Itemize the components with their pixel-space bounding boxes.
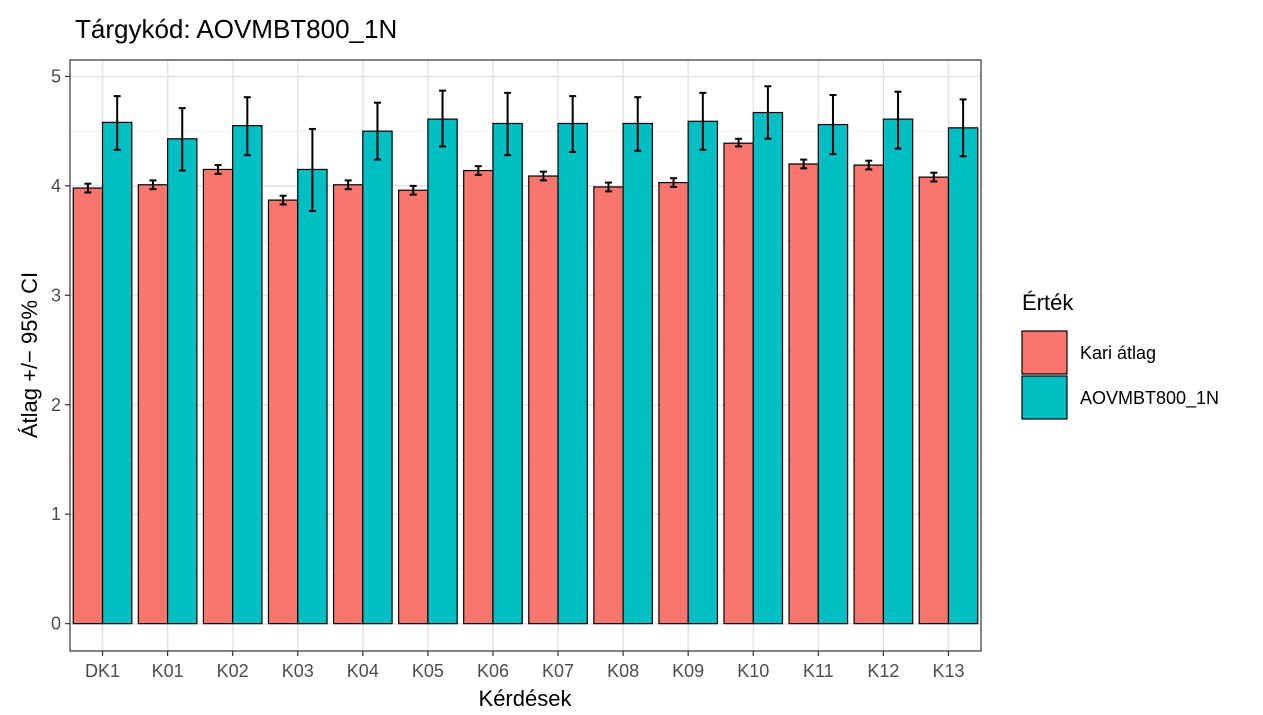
x-tick-label: K10 (737, 661, 769, 681)
bar-K11-series-2 (817, 123, 849, 625)
errorbar-K01-series-2 (178, 107, 186, 172)
legend-items: Kari átlag AOVMBT800_1N (1021, 330, 1219, 420)
error-bars (84, 85, 967, 213)
plot-border (69, 59, 982, 652)
bar-K04-series-1 (332, 184, 364, 625)
y-tick-label: 3 (51, 285, 61, 305)
errorbar-K02-series-2 (243, 96, 251, 157)
bar-K02-series-1 (202, 168, 234, 625)
bar-K05-series-1 (398, 189, 429, 625)
errorbar-K13-series-1 (930, 171, 938, 183)
errorbar-K07-series-1 (539, 170, 547, 182)
bar-K10-series-1 (723, 142, 754, 625)
errorbar-K09-series-2 (699, 91, 707, 151)
bar-DK1-series-1 (72, 187, 104, 625)
bar-K09-series-2 (687, 120, 719, 625)
legend-swatch (1021, 375, 1068, 420)
bar-K07-series-2 (557, 122, 588, 625)
legend-item-1: Kari átlag (1021, 330, 1156, 375)
x-tick-label: DK1 (85, 661, 120, 681)
errorbar-K03-series-2 (308, 127, 316, 213)
x-tick-label: K09 (672, 661, 704, 681)
errorbar-K07-series-2 (569, 95, 577, 153)
bar-K06-series-1 (463, 169, 494, 625)
bar-DK1-series-2 (101, 121, 133, 625)
errorbar-K08-series-1 (604, 181, 612, 193)
y-tick-label: 0 (51, 614, 61, 634)
bar-K08-series-1 (593, 186, 624, 625)
errorbar-K11-series-2 (829, 94, 837, 156)
errorbar-K04-series-2 (373, 101, 381, 161)
legend-title: Érték (1022, 290, 1074, 315)
bar-K03-series-1 (267, 199, 299, 625)
errorbar-K13-series-2 (959, 98, 967, 158)
bars (72, 111, 979, 625)
y-axis-title: Átlag +/− 95% CI (17, 272, 42, 438)
errorbar-K09-series-1 (670, 177, 678, 188)
bar-K13-series-1 (918, 176, 950, 625)
errorbar-K04-series-1 (344, 179, 352, 191)
errorbar-DK1-series-1 (84, 182, 92, 194)
bar-K01-series-2 (167, 138, 198, 625)
x-tick-label: K13 (932, 661, 964, 681)
x-tick-label: K07 (542, 661, 574, 681)
x-tick-label: K03 (282, 661, 314, 681)
bar-K06-series-2 (492, 122, 523, 625)
y-tick-label: 1 (51, 504, 61, 524)
bar-K12-series-2 (882, 118, 914, 625)
errorbar-K05-series-2 (439, 89, 447, 148)
bar-K10-series-2 (752, 111, 784, 625)
bar-K05-series-2 (427, 118, 458, 625)
chart-title: Tárgykód: AOVMBT800_1N (75, 14, 397, 44)
x-tick-label: K04 (347, 661, 379, 681)
bar-K11-series-1 (788, 163, 819, 625)
errorbar-K02-series-1 (214, 164, 222, 175)
x-tick-label: K08 (607, 661, 639, 681)
y-tick-label: 2 (51, 395, 61, 415)
x-tick-label: K05 (412, 661, 444, 681)
bar-K09-series-1 (658, 181, 689, 625)
bar-K04-series-2 (362, 130, 393, 625)
bar-K03-series-2 (297, 168, 328, 625)
bar-K01-series-1 (137, 184, 169, 625)
bar-K07-series-1 (528, 175, 559, 625)
x-tick-label: K01 (152, 661, 184, 681)
errorbar-K12-series-2 (894, 90, 902, 150)
y-tick-label: 5 (51, 66, 61, 86)
errorbar-K03-series-1 (279, 194, 287, 206)
errorbar-DK1-series-2 (113, 95, 121, 151)
x-tick-label: K11 (803, 661, 834, 681)
bar-K12-series-1 (853, 164, 884, 625)
x-tick-label: K06 (477, 661, 509, 681)
x-axis-title: Kérdések (479, 686, 573, 711)
legend-label: Kari átlag (1080, 343, 1156, 363)
errorbar-K10-series-1 (735, 137, 743, 148)
errorbar-K10-series-2 (764, 85, 772, 140)
errorbar-K08-series-2 (634, 96, 642, 152)
y-axis-ticks: 0 1 2 3 4 5 (51, 66, 70, 634)
bar-K08-series-2 (622, 122, 653, 625)
y-tick-label: 4 (51, 176, 61, 196)
legend: Érték Kari átlag AOVMBT800_1N (1021, 290, 1219, 420)
legend-item-2: AOVMBT800_1N (1021, 375, 1219, 420)
errorbar-K06-series-1 (474, 165, 482, 176)
x-axis-ticks: DK1 K01 K02 K03 K04 K05 K06 K07 K08 K09 K10 K11 K12 K… (85, 651, 964, 681)
x-tick-label: K12 (867, 661, 899, 681)
bar-K13-series-2 (947, 127, 979, 625)
errorbar-K01-series-1 (149, 179, 157, 191)
errorbar-K12-series-1 (865, 159, 873, 171)
errorbar-K06-series-2 (504, 91, 512, 157)
errorbar-K05-series-1 (409, 184, 417, 196)
x-tick-label: K02 (217, 661, 249, 681)
legend-label: AOVMBT800_1N (1080, 388, 1219, 409)
legend-swatch (1021, 330, 1068, 375)
errorbar-K11-series-1 (800, 158, 808, 170)
bar-K02-series-2 (232, 125, 263, 625)
